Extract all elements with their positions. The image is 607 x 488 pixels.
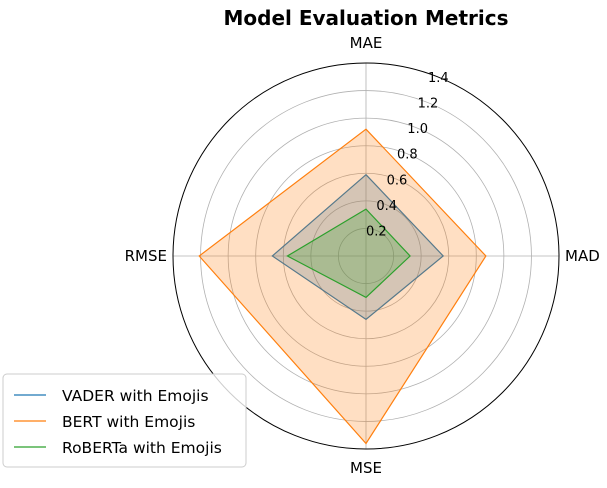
- legend-box: [2, 373, 247, 468]
- axis-label: MAD: [565, 247, 600, 265]
- series-layer: [198, 128, 487, 445]
- radial-tick-label: 0.6: [387, 173, 408, 188]
- radial-ticks: 0.2 0.4 0.6 0.8 1.0 1.2 1.4: [366, 71, 449, 239]
- radial-tick-label: 0.4: [376, 199, 397, 214]
- axis-label: RMSE: [125, 247, 167, 265]
- legend-label: RoBERTa with Emojis: [62, 439, 222, 457]
- radial-tick-label: 0.8: [397, 148, 418, 163]
- series-line: [198, 128, 487, 445]
- chart-title: Model Evaluation Metrics: [224, 6, 509, 30]
- series-fill: [287, 209, 411, 298]
- radial-tick-label: 0.2: [366, 224, 387, 239]
- axis-label: MAE: [350, 34, 383, 52]
- legend-label: VADER with Emojis: [62, 387, 209, 405]
- polar-frame: [172, 62, 560, 450]
- axis-labels: MAE MAD MSE RMSE: [125, 34, 600, 477]
- series-fill: [199, 129, 486, 444]
- legend-label: BERT with Emojis: [62, 413, 195, 431]
- radial-tick-label: 1.2: [418, 97, 439, 112]
- radial-tick-label: 1.4: [428, 71, 449, 86]
- axis-label: MSE: [350, 459, 382, 477]
- series-fill: [272, 174, 444, 320]
- series-line: [271, 173, 445, 321]
- radial-tick-label: 1.0: [407, 122, 428, 137]
- legend: VADER with Emojis BERT with Emojis RoBERTa…: [2, 373, 247, 468]
- grid: [172, 62, 560, 450]
- series-line: [286, 208, 411, 299]
